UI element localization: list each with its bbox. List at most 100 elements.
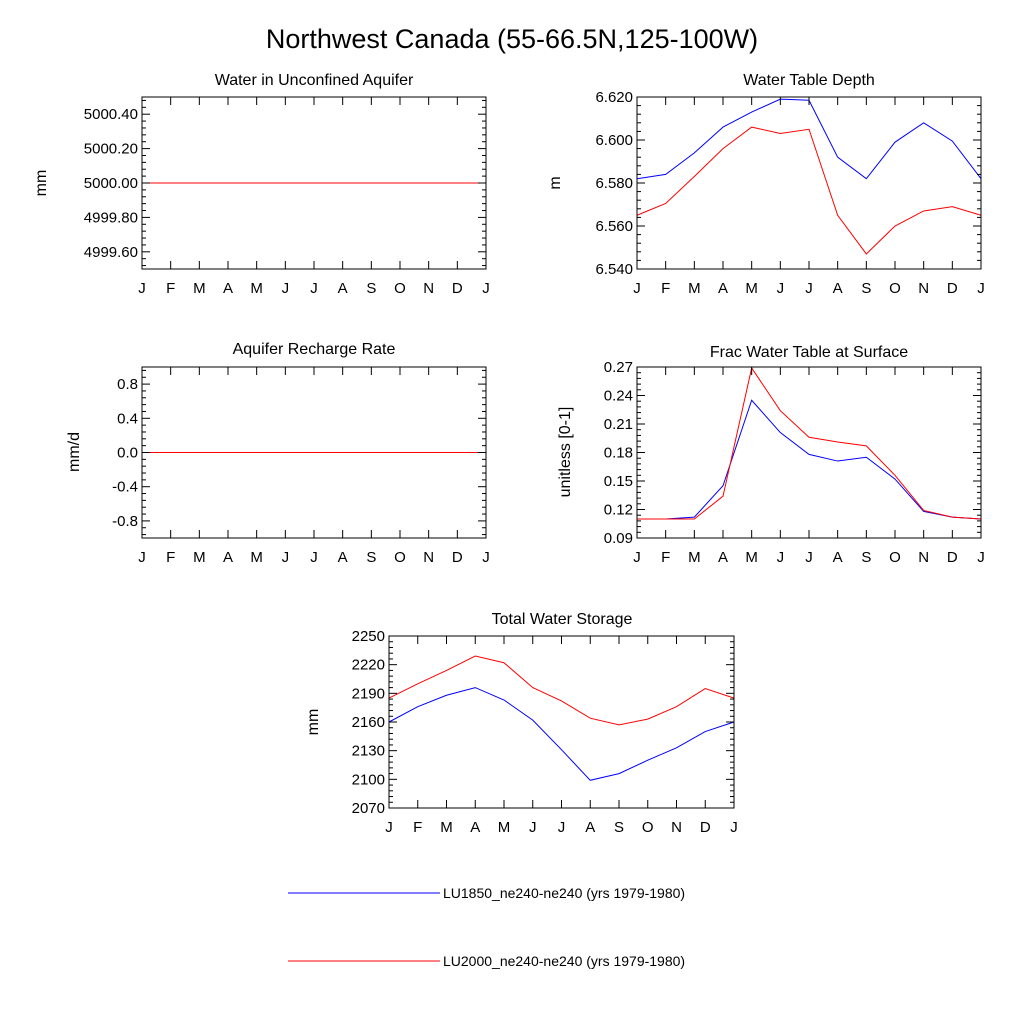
legend-item: LU1850_ne240-ne240 (yrs 1979-1980) xyxy=(288,885,685,901)
y-tick-label: 0.4 xyxy=(117,410,138,427)
series-line-lu2000 xyxy=(637,366,982,520)
x-tick-label: J xyxy=(138,280,146,297)
x-tick-label: A xyxy=(718,549,728,566)
x-tick-label: D xyxy=(452,280,463,297)
panel-title: Aquifer Recharge Rate xyxy=(233,341,396,358)
y-tick-label: 2220 xyxy=(352,657,385,674)
x-tick-label: S xyxy=(614,819,624,836)
x-tick-label: J xyxy=(977,280,985,297)
y-tick-label: 0.18 xyxy=(604,445,633,462)
x-tick-label: A xyxy=(833,280,843,297)
x-tick-label: J xyxy=(558,819,566,836)
panel-total-water-storage: Total Water Storage mm J F M A M J J A S O N D J2070… xyxy=(305,611,738,836)
x-tick-label: M xyxy=(440,819,453,836)
x-tick-label: D xyxy=(947,549,958,566)
y-tick-label: 2250 xyxy=(352,628,385,645)
y-tick-label: 2130 xyxy=(352,743,385,760)
x-tick-label: S xyxy=(366,280,376,297)
plot-area: J F M A M J J A S O N D J207021002130216021902220225… xyxy=(352,628,738,836)
x-tick-label: N xyxy=(918,549,929,566)
panel-water-table-depth: Water Table Depth m J F M A M J J A S O N D J6.5406.… xyxy=(547,72,985,297)
x-tick-label: J xyxy=(482,280,490,297)
y-tick-label: 0.09 xyxy=(604,530,633,547)
x-tick-label: N xyxy=(918,280,929,297)
x-tick-label: O xyxy=(889,549,901,566)
x-tick-label: M xyxy=(193,549,206,566)
x-tick-label: A xyxy=(223,549,233,566)
x-tick-label: J xyxy=(282,549,290,566)
y-tick-label: 4999.60 xyxy=(84,244,138,261)
x-tick-label: S xyxy=(366,549,376,566)
x-tick-label: F xyxy=(661,549,670,566)
series-line-lu1850 xyxy=(636,98,982,180)
x-tick-label: A xyxy=(223,280,233,297)
x-tick-label: J xyxy=(310,549,318,566)
x-tick-label: S xyxy=(861,549,871,566)
y-tick-label: 2070 xyxy=(352,800,385,817)
x-tick-label: M xyxy=(688,549,701,566)
y-axis-label: m xyxy=(547,176,564,189)
y-tick-label: 5000.00 xyxy=(84,175,138,192)
x-tick-label: M xyxy=(688,280,701,297)
x-tick-label: N xyxy=(423,280,434,297)
x-tick-label: J xyxy=(529,819,537,836)
y-tick-label: -0.8 xyxy=(112,513,138,530)
series-line-lu1850 xyxy=(388,687,735,781)
y-tick-label: 6.620 xyxy=(595,89,633,106)
y-tick-label: 6.540 xyxy=(595,261,633,278)
plot-area: J F M A M J J A S O N D J4999.604999.805000.005000.2… xyxy=(84,96,490,297)
y-tick-label: 2190 xyxy=(352,685,385,702)
y-tick-label: 4999.80 xyxy=(84,209,138,226)
y-axis-label: mm xyxy=(33,170,50,197)
x-tick-label: N xyxy=(671,819,682,836)
x-tick-label: J xyxy=(777,280,785,297)
x-tick-label: M xyxy=(498,819,511,836)
y-tick-label: -0.4 xyxy=(112,479,138,496)
figure-title: Northwest Canada (55-66.5N,125-100W) xyxy=(266,24,758,54)
x-tick-label: M xyxy=(250,280,263,297)
y-tick-label: 0.15 xyxy=(604,473,633,490)
y-tick-label: 5000.20 xyxy=(84,141,138,158)
x-tick-label: J xyxy=(633,549,641,566)
y-tick-label: 0.21 xyxy=(604,416,633,433)
panel-title: Water Table Depth xyxy=(743,72,875,89)
legend-item: LU2000_ne240-ne240 (yrs 1979-1980) xyxy=(288,953,685,969)
legend-label: LU2000_ne240-ne240 (yrs 1979-1980) xyxy=(443,953,685,969)
panel-title: Water in Unconfined Aquifer xyxy=(215,72,414,89)
plot-frame xyxy=(636,96,982,270)
x-tick-label: J xyxy=(977,549,985,566)
y-axis-label: mm/d xyxy=(66,432,83,472)
x-tick-label: O xyxy=(642,819,654,836)
y-axis-label: mm xyxy=(305,709,322,736)
plot-frame xyxy=(388,635,735,809)
x-tick-label: A xyxy=(338,549,348,566)
x-tick-label: N xyxy=(423,549,434,566)
x-tick-label: J xyxy=(805,549,813,566)
x-tick-label: J xyxy=(730,819,738,836)
y-tick-label: 0.27 xyxy=(604,359,633,376)
x-tick-label: M xyxy=(745,280,758,297)
y-tick-label: 0.8 xyxy=(117,376,138,393)
x-tick-label: D xyxy=(452,549,463,566)
x-tick-label: S xyxy=(861,280,871,297)
x-tick-label: A xyxy=(470,819,480,836)
series-line-lu2000 xyxy=(388,655,735,726)
x-tick-label: D xyxy=(947,280,958,297)
legend: LU1850_ne240-ne240 (yrs 1979-1980) LU200… xyxy=(288,885,685,969)
x-tick-label: O xyxy=(394,280,406,297)
plot-area: J F M A M J J A S O N D J0.090.120.150.180.210.240.2… xyxy=(604,359,985,566)
series-line-lu2000 xyxy=(636,126,982,255)
x-tick-label: J xyxy=(805,280,813,297)
x-tick-label: D xyxy=(700,819,711,836)
x-tick-label: O xyxy=(394,549,406,566)
x-tick-label: M xyxy=(250,549,263,566)
x-tick-label: J xyxy=(385,819,393,836)
y-tick-label: 6.600 xyxy=(595,132,633,149)
x-tick-label: M xyxy=(193,280,206,297)
x-tick-label: A xyxy=(585,819,595,836)
x-tick-label: F xyxy=(166,549,175,566)
